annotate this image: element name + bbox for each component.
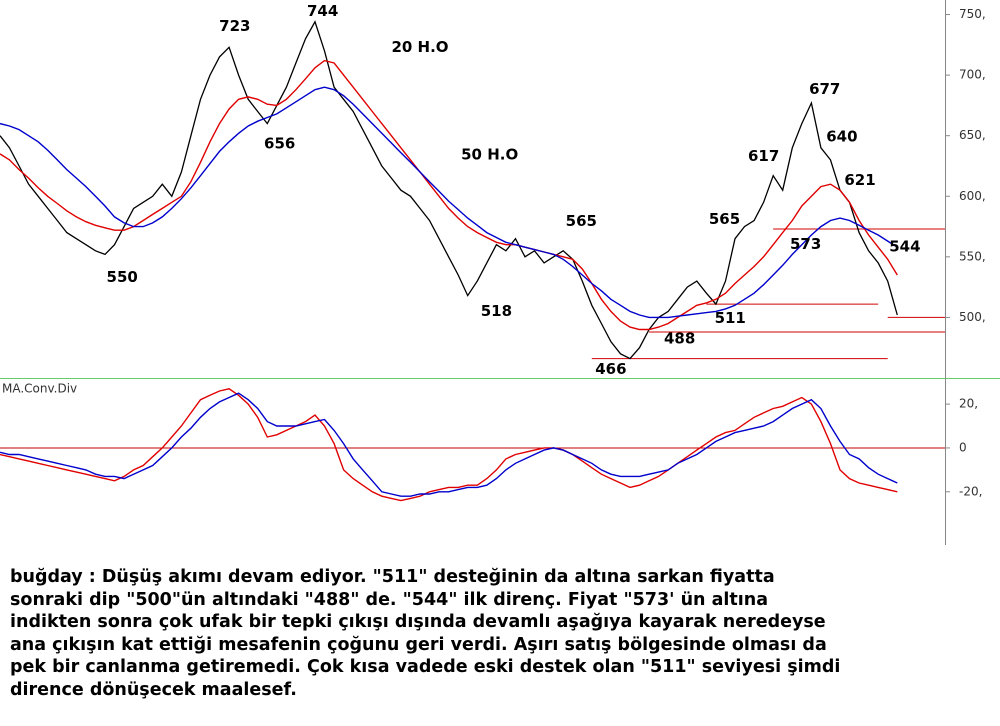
text-line: dirence dönüşecek maalesef. [10, 679, 297, 700]
series-line [0, 392, 898, 497]
series-line [0, 86, 898, 319]
commentary: buğday : Düşüş akımı devam ediyor. "511"… [10, 566, 995, 701]
panel-title: MA.Conv.Div [2, 382, 77, 396]
text-line: ana çıkışın kat ettiği mesafenin çoğunu … [10, 634, 827, 655]
y-tick-label: 0 [959, 440, 967, 454]
annotation: 466 [595, 360, 626, 378]
annotation: 640 [826, 127, 857, 145]
annotation: 550 [107, 268, 138, 286]
y-tick-label: 600, [959, 189, 986, 203]
series-line [0, 20, 898, 360]
series-line [0, 59, 898, 331]
y-tick-label: -20, [959, 484, 982, 498]
series-line [0, 388, 898, 502]
y-tick-label: 650, [959, 128, 986, 142]
y-tick-label: 700, [959, 68, 986, 82]
annotation: 544 [889, 238, 920, 256]
annotation: 621 [844, 171, 875, 189]
annotation: 50 H.O [461, 146, 518, 164]
text-line: indikten sonra çok ufak bir tepki çıkışı… [10, 612, 826, 632]
y-tick-label: 500, [959, 310, 986, 324]
chart: 500, 550, 600, 650, 700, 750, 723 744 20 H.O 656 5… [0, 0, 1000, 545]
annotation: 565 [566, 212, 597, 230]
annotation: 518 [481, 302, 512, 320]
y-tick-label: 20, [959, 397, 978, 411]
text-line: pek bir canlanma getiremedi. Çok kısa va… [10, 657, 841, 677]
annotation: 677 [809, 80, 840, 98]
annotation: 20 H.O [391, 38, 448, 56]
text-line: buğday : Düşüş akımı devam ediyor. "511"… [10, 567, 775, 587]
annotation: 488 [664, 330, 695, 348]
annotation: 565 [709, 210, 740, 228]
annotation: 723 [219, 17, 250, 35]
text-line: sonraki dip "500"ün altındaki "488" de. … [10, 589, 769, 610]
annotation: 573 [790, 235, 821, 253]
y-tick-label: 750, [959, 7, 986, 21]
annotation: 656 [264, 135, 295, 153]
annotation: 511 [715, 309, 746, 327]
y-tick-label: 550, [959, 249, 986, 263]
annotation: 744 [307, 2, 338, 20]
annotation: 617 [748, 147, 779, 165]
